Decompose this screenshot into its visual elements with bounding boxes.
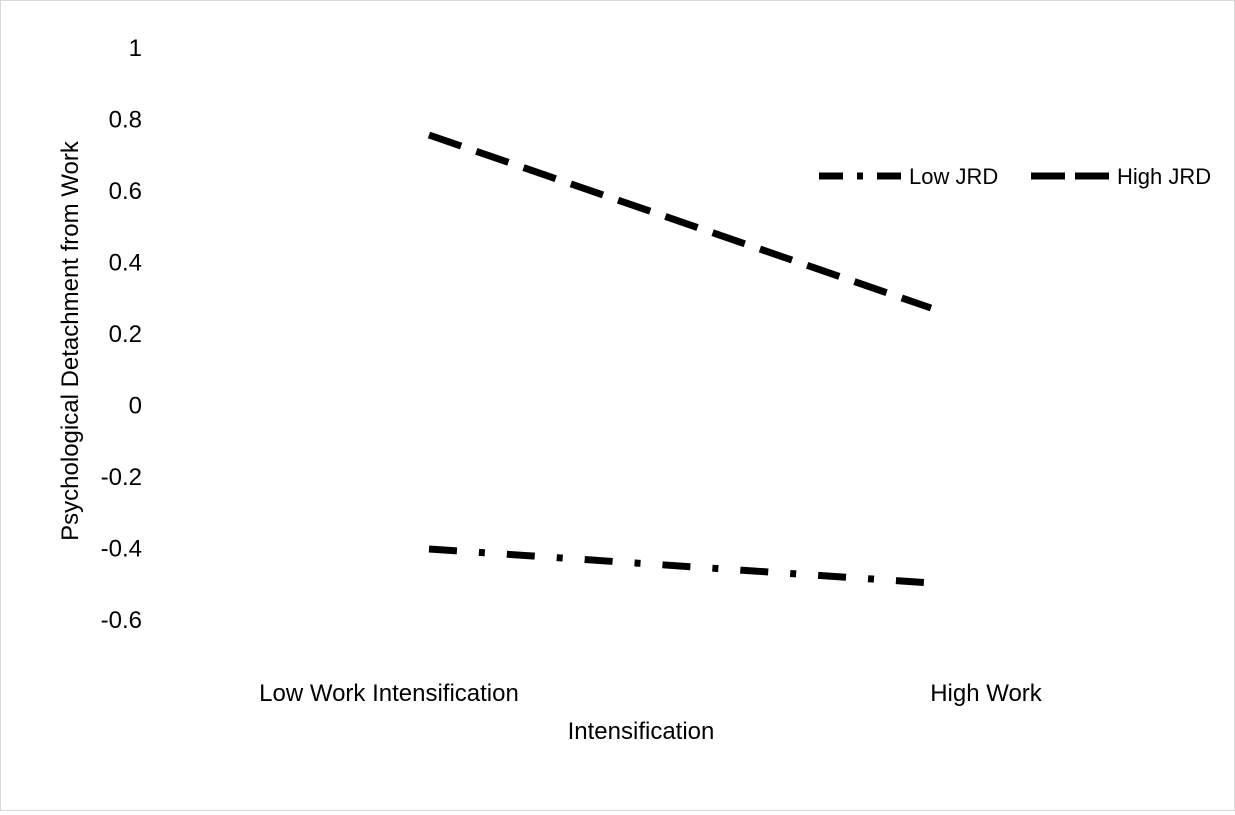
x-tick-label: Low Work Intensification (259, 680, 519, 707)
y-tick-label: 0 (129, 393, 142, 420)
legend: Low JRD High JRD (819, 164, 1211, 189)
y-tick-label: -0.6 (101, 607, 142, 634)
y-tick-label: -0.2 (101, 464, 142, 491)
y-tick-label: 0.8 (109, 107, 142, 134)
y-tick-label: -0.4 (101, 536, 142, 563)
series-line-low-jrd (428, 545, 932, 587)
legend-label: High JRD (1117, 164, 1211, 189)
series-line-high-jrd (427, 131, 933, 312)
y-tick-label: 0.2 (109, 321, 142, 348)
x-tick-label: High Work (930, 680, 1043, 707)
y-axis-label: Psychological Detachment from Work (57, 140, 84, 541)
y-axis-ticks: 1 0.8 0.6 0.4 0.2 0 -0.2 -0.4 -0.6 (101, 35, 142, 634)
series-lines (427, 131, 933, 587)
y-tick-label: 1 (129, 35, 142, 62)
legend-label: Low JRD (909, 164, 998, 189)
y-tick-label: 0.4 (109, 250, 142, 277)
x-tick-label: Intensification (568, 718, 715, 745)
x-axis-ticks: Low Work Intensification High Work Intensi… (259, 680, 1043, 745)
y-tick-label: 0.6 (109, 178, 142, 205)
